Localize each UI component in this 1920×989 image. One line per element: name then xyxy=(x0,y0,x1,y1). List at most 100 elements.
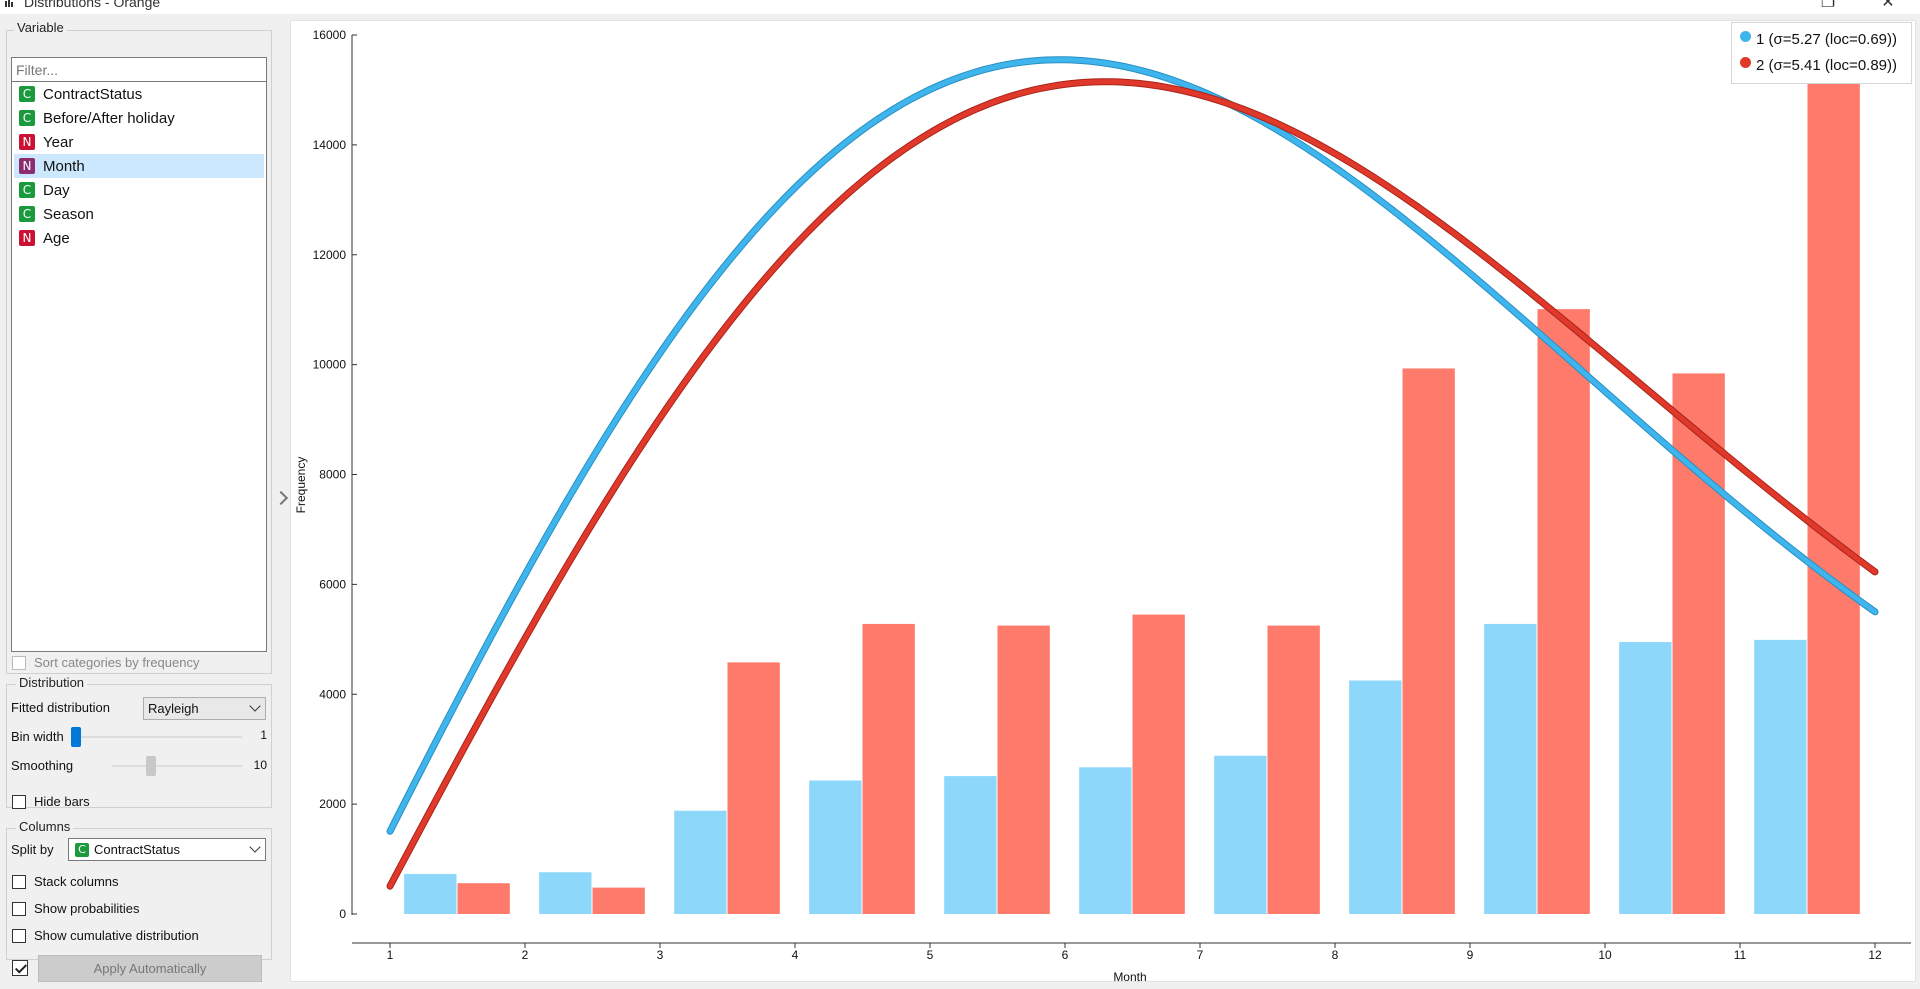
variable-item-month[interactable]: N Month xyxy=(14,154,264,178)
bar-series-2 xyxy=(1807,50,1860,914)
categorical-icon: C xyxy=(19,206,35,222)
x-tick-label: 10 xyxy=(1598,948,1612,962)
legend-marker-1 xyxy=(1740,31,1751,42)
fitted-curve-1 xyxy=(387,57,1878,834)
bar-series-2 xyxy=(1537,309,1590,914)
title-bar: Distributions - Orange ❐ ✕ xyxy=(0,0,1920,14)
plot-area: 0 2000 4000 6000 8000 10000 12000 14000 16000 1 2 3… xyxy=(290,20,1916,983)
bar-series-2 xyxy=(727,662,780,914)
checkbox-box[interactable] xyxy=(12,794,26,809)
variable-list: C ContractStatus C Before/After holiday … xyxy=(11,82,267,652)
bar-series-1 xyxy=(944,776,997,914)
x-axis-title: Month xyxy=(1113,970,1146,983)
variable-item-day[interactable]: C Day xyxy=(14,178,264,202)
categorical-icon: C xyxy=(75,842,89,857)
variable-label: Before/After holiday xyxy=(43,109,175,127)
bar-series-1 xyxy=(1484,623,1537,914)
x-tick-label: 5 xyxy=(927,948,934,962)
x-tick-label: 7 xyxy=(1197,948,1204,962)
bar-series-1 xyxy=(1619,642,1672,914)
bin-width-slider-track[interactable] xyxy=(72,736,242,738)
bar-series-2 xyxy=(1672,373,1725,914)
stack-columns-checkbox[interactable]: Stack columns xyxy=(12,874,119,889)
distribution-box xyxy=(6,684,272,808)
variable-label: Year xyxy=(43,133,74,151)
numeric-icon: N xyxy=(19,134,35,150)
bar-series-1 xyxy=(404,873,457,914)
filter-input[interactable] xyxy=(11,57,267,82)
bar-series-2 xyxy=(997,625,1050,914)
checkbox-box[interactable] xyxy=(12,901,26,916)
bar-series-1 xyxy=(674,810,727,914)
y-tick-label: 4000 xyxy=(319,687,346,701)
split-by-select[interactable]: C ContractStatus xyxy=(68,838,266,861)
variable-item-year[interactable]: N Year xyxy=(14,130,264,154)
y-tick-label: 16000 xyxy=(313,28,347,42)
legend-item-2: 2 (σ=5.41 (loc=0.89)) xyxy=(1740,57,1897,74)
window-title: Distributions - Orange xyxy=(24,0,161,10)
bar-series-1 xyxy=(809,780,862,914)
bin-width-slider-handle[interactable] xyxy=(71,727,81,747)
split-by-value: ContractStatus xyxy=(94,842,180,857)
bar-chart-icon xyxy=(5,0,13,7)
bar-series-1 xyxy=(539,872,592,914)
show-probabilities-label: Show probabilities xyxy=(34,901,140,916)
variable-box xyxy=(6,30,272,674)
columns-box-title: Columns xyxy=(16,819,74,834)
hide-bars-label: Hide bars xyxy=(34,794,90,809)
bar-series-2 xyxy=(592,887,645,914)
x-tick-label: 2 xyxy=(522,948,529,962)
legend-marker-2 xyxy=(1740,57,1751,68)
y-axis-title: Frequency xyxy=(294,457,308,514)
variable-label: Month xyxy=(43,157,85,175)
smoothing-label: Smoothing xyxy=(11,758,74,773)
legend-item-1: 1 (σ=5.27 (loc=0.69)) xyxy=(1740,31,1897,48)
control-panel: Variable C ContractStatus C Before/After… xyxy=(0,14,278,989)
bar-series-2 xyxy=(1132,614,1185,914)
legend: 1 (σ=5.27 (loc=0.69)) 2 (σ=5.41 (loc=0.8… xyxy=(1731,22,1912,84)
y-tick-label: 8000 xyxy=(319,468,346,482)
show-cumulative-checkbox[interactable]: Show cumulative distribution xyxy=(12,928,199,943)
apply-button[interactable]: Apply Automatically xyxy=(38,955,262,982)
bin-width-label: Bin width xyxy=(11,729,64,744)
x-tick-label: 6 xyxy=(1062,948,1069,962)
close-icon[interactable]: ✕ xyxy=(1881,0,1895,11)
variable-item-contractstatus[interactable]: C ContractStatus xyxy=(14,82,264,106)
sort-by-frequency-checkbox[interactable]: Sort categories by frequency xyxy=(12,655,199,670)
variable-box-title: Variable xyxy=(14,20,67,35)
x-tick-label: 1 xyxy=(387,948,394,962)
variable-item-before-after-holiday[interactable]: C Before/After holiday xyxy=(14,106,264,130)
bar-series-1 xyxy=(1079,767,1132,914)
restore-icon[interactable]: ❐ xyxy=(1820,0,1836,11)
checkbox-box[interactable] xyxy=(12,655,26,670)
bar-series-1 xyxy=(1754,639,1807,914)
variable-label: Age xyxy=(43,229,70,247)
chevron-down-icon xyxy=(249,841,261,853)
checkbox-box[interactable] xyxy=(12,874,26,889)
smoothing-slider-track[interactable] xyxy=(112,765,242,767)
fitted-distribution-value: Rayleigh xyxy=(148,701,199,716)
y-tick-label: 6000 xyxy=(319,577,346,591)
numeric-icon: N xyxy=(19,158,35,174)
y-tick-label: 2000 xyxy=(319,797,346,811)
variable-item-season[interactable]: C Season xyxy=(14,202,264,226)
checkbox-box[interactable] xyxy=(12,928,26,943)
x-tick-label: 12 xyxy=(1868,948,1882,962)
smoothing-slider-handle[interactable] xyxy=(146,756,156,776)
x-tick-label: 4 xyxy=(792,948,799,962)
bar-series-1 xyxy=(1214,755,1267,914)
bar-series-2 xyxy=(1402,368,1455,915)
apply-automatically-checkbox[interactable] xyxy=(12,960,28,976)
show-cumulative-label: Show cumulative distribution xyxy=(34,928,199,943)
bin-width-value: 1 xyxy=(260,728,267,742)
x-tick-label: 3 xyxy=(657,948,664,962)
show-probabilities-checkbox[interactable]: Show probabilities xyxy=(12,901,140,916)
y-tick-label: 0 xyxy=(339,907,346,921)
categorical-icon: C xyxy=(19,182,35,198)
y-tick-label: 10000 xyxy=(313,358,347,372)
x-tick-label: 8 xyxy=(1332,948,1339,962)
hide-bars-checkbox[interactable]: Hide bars xyxy=(12,794,90,809)
fitted-distribution-select[interactable]: Rayleigh xyxy=(143,697,266,720)
variable-item-age[interactable]: N Age xyxy=(14,226,264,250)
